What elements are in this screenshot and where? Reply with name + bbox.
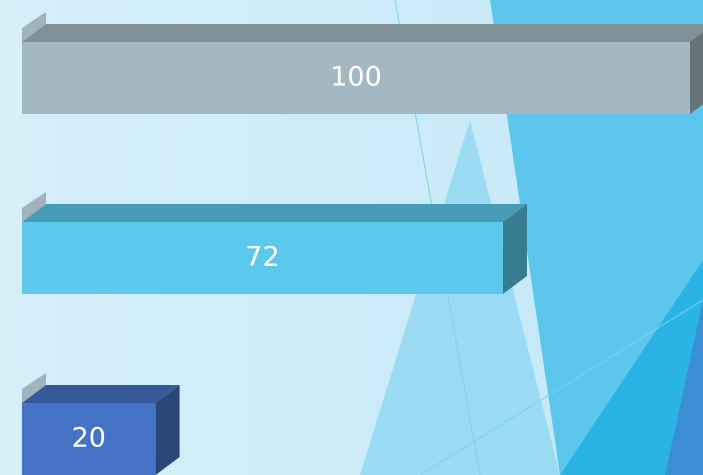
data-label: 100 <box>330 62 382 93</box>
bar-side <box>155 385 180 475</box>
bar-floor-shadow <box>22 192 46 222</box>
bar-floor-shadow <box>22 373 46 403</box>
data-label: 72 <box>245 242 279 273</box>
bar <box>22 42 690 114</box>
bar-side <box>502 204 527 294</box>
bar-side <box>690 32 703 114</box>
bar <box>22 222 503 294</box>
data-label: 20 <box>72 423 106 454</box>
bar-top <box>22 204 527 222</box>
bar <box>22 403 156 475</box>
bar-floor-shadow <box>22 12 46 42</box>
bar-top <box>22 385 180 403</box>
bars: 100 72 20 <box>22 12 703 475</box>
bar-top <box>22 24 703 42</box>
